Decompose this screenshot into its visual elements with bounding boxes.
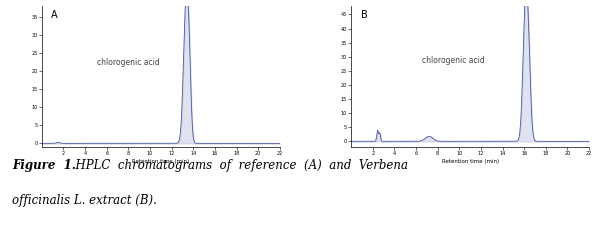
Text: officinalis L. extract (B).: officinalis L. extract (B). [12, 194, 157, 206]
Text: Figure  1.: Figure 1. [12, 159, 76, 172]
X-axis label: Retention time (min): Retention time (min) [441, 159, 499, 164]
Text: B: B [361, 10, 367, 20]
Text: HPLC  chromatograms  of  reference  (A)  and  Verbena: HPLC chromatograms of reference (A) and … [68, 159, 408, 172]
X-axis label: Retention time (min): Retention time (min) [132, 159, 190, 164]
Text: A: A [51, 10, 58, 20]
Text: chlorogenic acid: chlorogenic acid [422, 56, 485, 65]
Text: chlorogenic acid: chlorogenic acid [97, 59, 160, 67]
